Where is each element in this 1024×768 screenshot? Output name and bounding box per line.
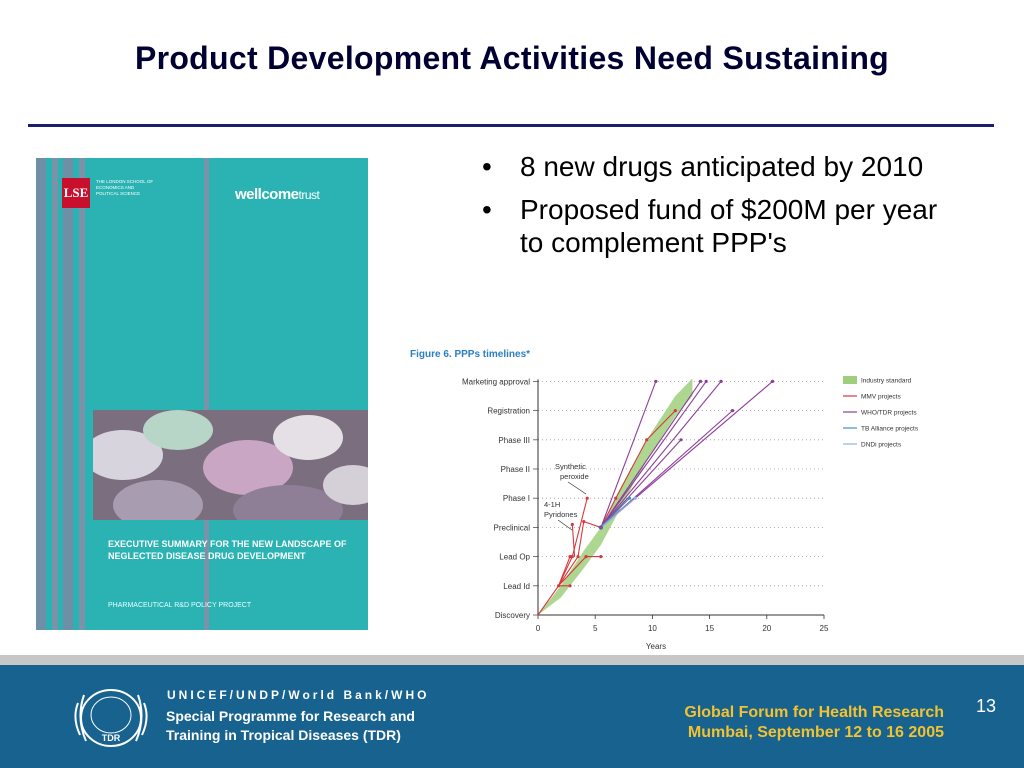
data-point [627,496,632,500]
data-point [673,409,677,413]
tdr-emblem-label: TDR [102,733,121,743]
cover-title: EXECUTIVE SUMMARY FOR THE NEW LANDSCAPE … [108,539,347,561]
series-line [600,381,707,528]
legend-label: WHO/TDR projects [861,410,917,417]
data-point [698,379,703,383]
legend-label: DNDi projects [861,442,902,449]
data-point [645,438,649,442]
annotation-label: peroxide [560,472,589,481]
trust-word: trust [298,188,320,202]
data-point [584,555,588,559]
y-tick-label: Phase II [501,465,530,474]
forum-name: Global Forum for Health Research [684,704,944,721]
bullet-dot: • [482,194,492,225]
series-line [577,410,676,557]
tdr-name-line2: Training in Tropical Diseases (TDR) [166,727,401,743]
x-tick-label: 25 [820,624,829,633]
series-line [600,381,657,528]
lse-logo: LSE [62,178,90,208]
y-tick-label: Preclinical [494,523,531,532]
page-number: 13 [976,696,997,716]
cover-stripe [204,158,209,630]
slide-title: Product Development Activities Need Sust… [134,40,890,76]
annotation-label: Pyridones [544,510,578,519]
tdr-sponsors: UNICEF/UNDP/World Bank/WHO [167,688,430,702]
legend-label: MMV projects [861,394,901,401]
series-line [600,497,636,528]
annotation-label: Synthetic [555,462,586,471]
cover-stripe [52,158,58,630]
chart-title: Figure 6. PPPs timelines* [410,349,530,360]
x-axis-label: Years [646,642,666,651]
wellcome-trust-logo: wellcometrust [235,186,320,203]
annotation-label: 4-1H [544,500,560,509]
x-tick-label: 5 [593,624,598,633]
cover-project: PHARMACEUTICAL R&D POLICY PROJECT [108,602,252,609]
bullet-item: • Proposed fund of $200M per year to comp… [480,193,950,259]
legend-swatch [843,376,857,384]
y-tick-label: Registration [487,407,530,416]
annotation-pointer [567,481,587,495]
cover-pills-photo [93,410,368,520]
ppp-timelines-figure: Figure 6. PPPs timelines* Discovery Lead I… [400,342,960,658]
data-point [568,555,572,559]
forum-location-date: Mumbai, September 12 to 16 2005 [687,724,944,741]
data-point [614,496,618,500]
series-line [600,497,630,528]
cover-stripe [63,158,73,630]
data-point [679,438,683,442]
data-point [704,379,708,383]
data-point [730,409,735,413]
cover-stripe [79,158,85,630]
y-tick-label: Phase III [498,436,530,445]
report-cover-image: LSE The London School of Economics and P… [36,158,368,630]
bullet-item: • 8 new drugs anticipated by 2010 [480,150,950,183]
data-point [570,555,574,559]
bullet-list: • 8 new drugs anticipated by 2010 • Propos… [480,150,950,269]
series-line [600,381,701,528]
y-tick-label: Phase I [503,494,530,503]
footer-divider [0,655,1024,665]
bullet-text: Proposed fund of $200M per year to compl… [520,194,938,258]
data-point [598,525,604,530]
lse-name: The London School of Economics and Polit… [96,179,154,196]
title-divider [28,124,994,127]
x-tick-label: 0 [536,624,541,633]
y-tick-label: Discovery [495,611,530,620]
data-point [568,584,572,588]
cover-stripe [36,158,46,630]
industry-standard-band [538,378,693,615]
x-tick-label: 15 [705,624,714,633]
series-line [558,556,571,587]
x-tick-label: 10 [648,624,657,633]
series-line [600,439,682,528]
data-point [719,379,723,383]
series-line [600,381,722,528]
data-point [633,496,637,500]
y-tick-label: Lead Op [499,553,530,562]
tdr-name-line1: Special Programme for Research and [166,708,415,724]
x-tick-label: 20 [762,624,771,633]
ppp-timelines-chart: Figure 6. PPPs timelines* Discovery Lead I… [410,349,919,651]
data-point [770,379,775,383]
data-point [599,555,603,559]
wellcome-word: wellcome [235,186,299,203]
data-point [570,522,574,527]
data-point [585,496,589,500]
data-point [654,379,658,383]
legend-label: TB Alliance projects [861,426,919,433]
tdr-emblem-icon: TDR [74,689,148,747]
footer-bar [0,665,1024,768]
data-point [582,519,586,524]
bullet-dot: • [482,151,492,182]
y-tick-label: Lead Id [503,582,530,591]
y-tick-label: Marketing approval [462,377,530,386]
legend-label: Industry standard [861,378,912,385]
series-line [571,524,576,557]
annotation-pointer [557,519,573,531]
bullet-text: 8 new drugs anticipated by 2010 [520,151,924,182]
series-line [600,410,733,528]
